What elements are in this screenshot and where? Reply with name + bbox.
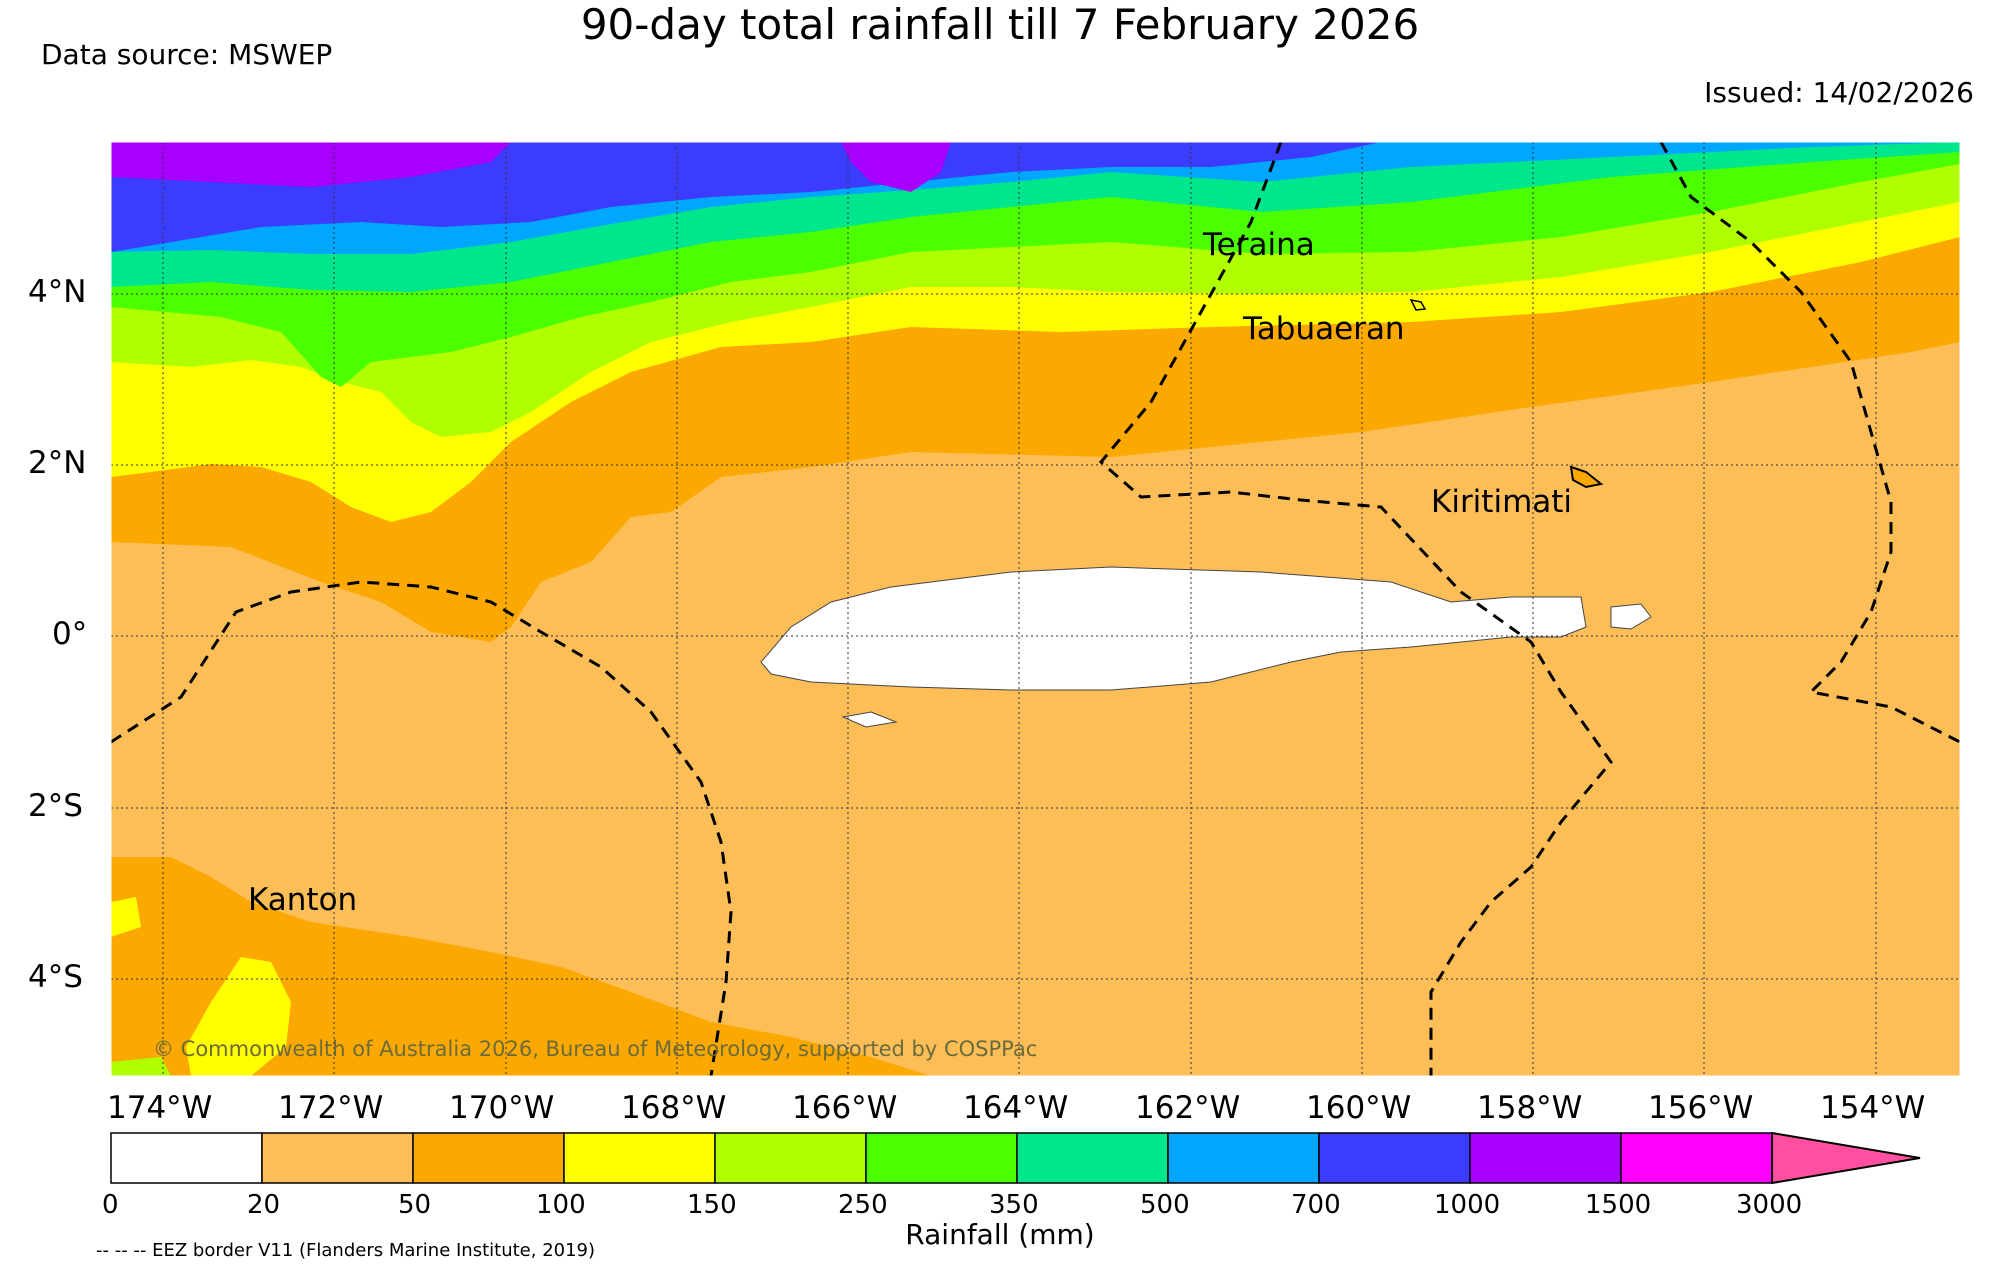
colorbar-tick: 700	[1291, 1190, 1341, 1220]
colorbar-tick: 100	[536, 1190, 586, 1220]
lon-label: 166°W	[792, 1090, 898, 1126]
colorbar-cell	[1016, 1132, 1169, 1184]
colorbar-cell	[1318, 1132, 1471, 1184]
colorbar-tick: 50	[398, 1190, 432, 1220]
colorbar-tick: 1500	[1585, 1190, 1652, 1220]
band-1000-1500-west	[111, 142, 511, 187]
band-1000-1500-central	[841, 142, 951, 192]
colorbar-cell	[865, 1132, 1018, 1184]
tabuaeran-island	[1409, 298, 1427, 311]
band-100-150-south-a	[111, 897, 141, 937]
lat-label: 2°S	[28, 788, 83, 824]
colorbar-label: Rainfall (mm)	[905, 1218, 1095, 1251]
lon-label: 162°W	[1135, 1090, 1241, 1126]
lon-label: 160°W	[1306, 1090, 1412, 1126]
colorbar-cell	[110, 1132, 263, 1184]
place-teraina: Teraina	[1202, 227, 1315, 263]
colorbar-tick: 350	[989, 1190, 1039, 1220]
eez-legend-note: -- -- -- EEZ border V11 (Flanders Marine…	[96, 1240, 596, 1261]
colorbar-tick: 150	[687, 1190, 737, 1220]
colorbar-cell	[261, 1132, 414, 1184]
band-0-20-south	[841, 711, 898, 728]
graticule	[111, 142, 1960, 1076]
colorbar-cell	[563, 1132, 716, 1184]
colorbar-cell	[1469, 1132, 1622, 1184]
rainfall-map: Teraina Tabuaeran Kiritimati Kanton © Co…	[111, 142, 1960, 1076]
lon-label: 172°W	[278, 1090, 384, 1126]
map-title: 90-day total rainfall till 7 February 20…	[580, 0, 1420, 49]
lon-label: 156°W	[1648, 1090, 1754, 1126]
colorbar-tick: 250	[838, 1190, 888, 1220]
colorbar	[110, 1132, 1921, 1184]
colorbar-tick: 1000	[1434, 1190, 1501, 1220]
lon-label: 154°W	[1820, 1090, 1926, 1126]
lat-label: 2°N	[28, 445, 87, 481]
band-0-20	[760, 566, 1587, 691]
colorbar-extend-arrow	[1771, 1132, 1921, 1184]
lon-label: 174°W	[107, 1090, 213, 1126]
band-100-150-south-b	[186, 957, 291, 1076]
lon-label: 168°W	[621, 1090, 727, 1126]
issued-date: Issued: 14/02/2026	[1704, 76, 1974, 109]
kiritimati-island	[1569, 465, 1604, 489]
colorbar-cell	[714, 1132, 867, 1184]
copyright-notice: © Commonwealth of Australia 2026, Bureau…	[153, 1037, 1037, 1061]
place-kanton: Kanton	[248, 882, 357, 918]
data-source-label: Data source: MSWEP	[41, 38, 333, 71]
colorbar-tick: 20	[247, 1190, 281, 1220]
colorbar-tick: 3000	[1736, 1190, 1803, 1220]
lat-label: 0°	[52, 616, 88, 652]
eez-borders	[111, 142, 1960, 1076]
band-50-100-south	[111, 857, 931, 1076]
colorbar-cell	[1620, 1132, 1773, 1184]
colorbar-tick: 0	[102, 1190, 119, 1220]
lon-label: 170°W	[449, 1090, 555, 1126]
lon-label: 158°W	[1477, 1090, 1583, 1126]
colorbar-cell	[412, 1132, 565, 1184]
place-kiritimati: Kiritimati	[1431, 484, 1572, 520]
lat-label: 4°N	[28, 274, 87, 310]
lat-label: 4°S	[28, 959, 83, 995]
colorbar-cell	[1167, 1132, 1320, 1184]
band-150-250-south	[111, 1057, 171, 1076]
band-0-20-east	[1610, 603, 1652, 630]
place-tabuaeran: Tabuaeran	[1242, 311, 1405, 347]
lon-label: 164°W	[963, 1090, 1069, 1126]
colorbar-tick: 500	[1140, 1190, 1190, 1220]
